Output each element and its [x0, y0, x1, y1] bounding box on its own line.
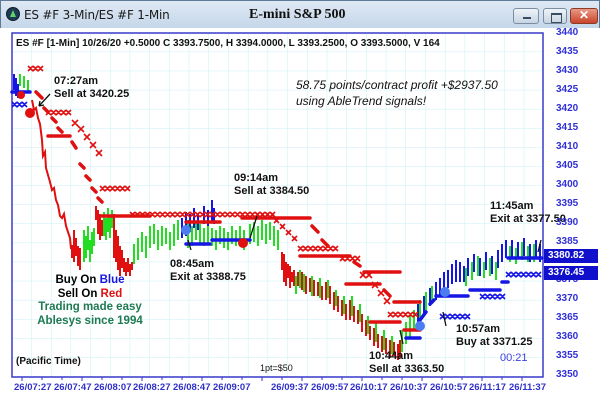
sell-signal-dot — [25, 108, 35, 118]
color-legend: Buy On Blue Sell On Red Trading made eas… — [36, 274, 144, 328]
legend-buy: Buy On Blue — [36, 274, 144, 288]
annotation-time: 09:14am — [234, 172, 279, 184]
x-label: 26/08:07 — [94, 382, 132, 393]
annotation-time: 11:45am — [490, 200, 534, 212]
y-label: 3420 — [556, 103, 579, 114]
annotation-time: 10:44am — [369, 350, 414, 362]
y-label: 3355 — [556, 350, 579, 361]
y-label: 3440 — [556, 27, 579, 38]
buy-x-markers — [11, 101, 542, 320]
x-label: 26/08:47 — [173, 382, 211, 393]
legend-buy-color: Blue — [99, 274, 125, 286]
close-button[interactable]: ✕ — [570, 8, 598, 24]
last-price-badge: 3380.82 — [544, 249, 598, 263]
y-label: 3390 — [556, 217, 579, 228]
legend-sell: Sell On Red — [36, 288, 144, 302]
annotation-0914: 09:14am Sell at 3384.50 — [234, 172, 309, 198]
x-label: 26/11:37 — [509, 382, 546, 393]
annotation-action: Exit at 3388.75 — [170, 271, 246, 283]
x-label: 26/10:17 — [350, 382, 388, 393]
annotation-1044: 10:44am Sell at 3363.50 — [369, 350, 444, 376]
legend-sell-prefix: Sell On — [57, 287, 101, 300]
price-bars-red — [31, 99, 401, 360]
plot-area — [11, 32, 544, 378]
annotation-1057: 10:57am Buy at 3371.25 — [456, 323, 532, 349]
y-label: 3430 — [556, 65, 579, 76]
sell-signal-dot — [238, 238, 248, 248]
y-label: 3410 — [556, 141, 579, 152]
annotation-time: 08:45am — [170, 258, 215, 270]
y-label: 3350 — [556, 369, 579, 380]
chart-title: E-mini S&P 500 — [249, 7, 346, 22]
buy-signal-dot — [440, 287, 450, 297]
title-bar[interactable]: ES #F 3-Min/ES #F 1-Min E-mini S&P 500 ✕ — [1, 1, 599, 29]
x-label: 26/09:07 — [213, 382, 251, 393]
x-label: 26/07:27 — [14, 382, 52, 393]
x-label: 26/10:57 — [430, 382, 468, 393]
window-title: ES #F 3-Min/ES #F 1-Min — [24, 8, 170, 22]
x-ticks — [21, 377, 523, 381]
x-label: 26/07:47 — [54, 382, 92, 393]
timezone-label: (Pacific Time) — [16, 356, 81, 367]
y-label: 3370 — [556, 293, 579, 304]
annotation-action: Sell at 3384.50 — [234, 185, 310, 197]
sell-x-markers — [27, 65, 419, 318]
x-label: 26/09:37 — [271, 382, 309, 393]
y-label: 3400 — [556, 179, 579, 190]
minimize-button[interactable] — [513, 8, 539, 24]
annotation-time: 07:27am — [54, 75, 99, 87]
annotation-action: Sell at 3420.25 — [54, 88, 130, 100]
x-label: 26/10:37 — [390, 382, 428, 393]
annotation-0727: 07:27am Sell at 3420.25 — [54, 75, 129, 101]
profit-note-line2: using AbleTrend signals! — [296, 94, 427, 108]
annotation-time: 10:57am — [456, 323, 501, 335]
exit-signal-dot — [181, 225, 191, 235]
legend-buy-prefix: Buy On — [55, 274, 100, 286]
y-label: 3405 — [556, 160, 579, 171]
x-label: 26/08:27 — [133, 382, 171, 393]
y-label: 3360 — [556, 331, 579, 342]
profit-note-line1: 58.75 points/contract profit +$2937.50 — [296, 78, 498, 92]
y-label: 3385 — [556, 236, 579, 247]
y-label: 3365 — [556, 312, 579, 323]
bar-timer: 00:21 — [500, 352, 528, 364]
app-logo-icon — [6, 7, 20, 21]
stop-price-badge: 3376.45 — [544, 266, 598, 280]
profit-note: 58.75 points/contract profit +$2937.50 u… — [296, 77, 498, 109]
tagline-1: Trading made easy — [38, 301, 142, 313]
annotation-1145: 11:45am Exit at 3377.50 — [490, 200, 566, 226]
maximize-button[interactable] — [543, 8, 567, 24]
point-value-label: 1pt=$50 — [260, 363, 293, 373]
buy-stop-line — [10, 90, 544, 340]
annotation-arrows — [38, 93, 542, 345]
ohlc-info-line: ES #F [1-Min] 10/26/20 +0.5000 C 3393.75… — [16, 38, 440, 49]
annotation-action: Sell at 3363.50 — [369, 363, 445, 375]
x-label: 26/09:57 — [311, 382, 349, 393]
close-icon: ✕ — [578, 8, 590, 22]
y-label: 3435 — [556, 46, 579, 57]
y-label: 3425 — [556, 84, 579, 95]
annotation-action: Buy at 3371.25 — [456, 336, 533, 348]
exit-signal-dot — [415, 321, 425, 331]
y-label: 3415 — [556, 122, 579, 133]
annotation-action: Exit at 3377.50 — [490, 213, 566, 225]
annotation-0845: 08:45am Exit at 3388.75 — [170, 258, 246, 284]
legend-sell-color: Red — [100, 287, 123, 300]
sell-signal-dot — [17, 91, 25, 99]
y-label: 3395 — [556, 198, 579, 209]
x-label: 26/11:17 — [469, 382, 506, 393]
tagline-2: Ablesys since 1994 — [37, 314, 143, 327]
